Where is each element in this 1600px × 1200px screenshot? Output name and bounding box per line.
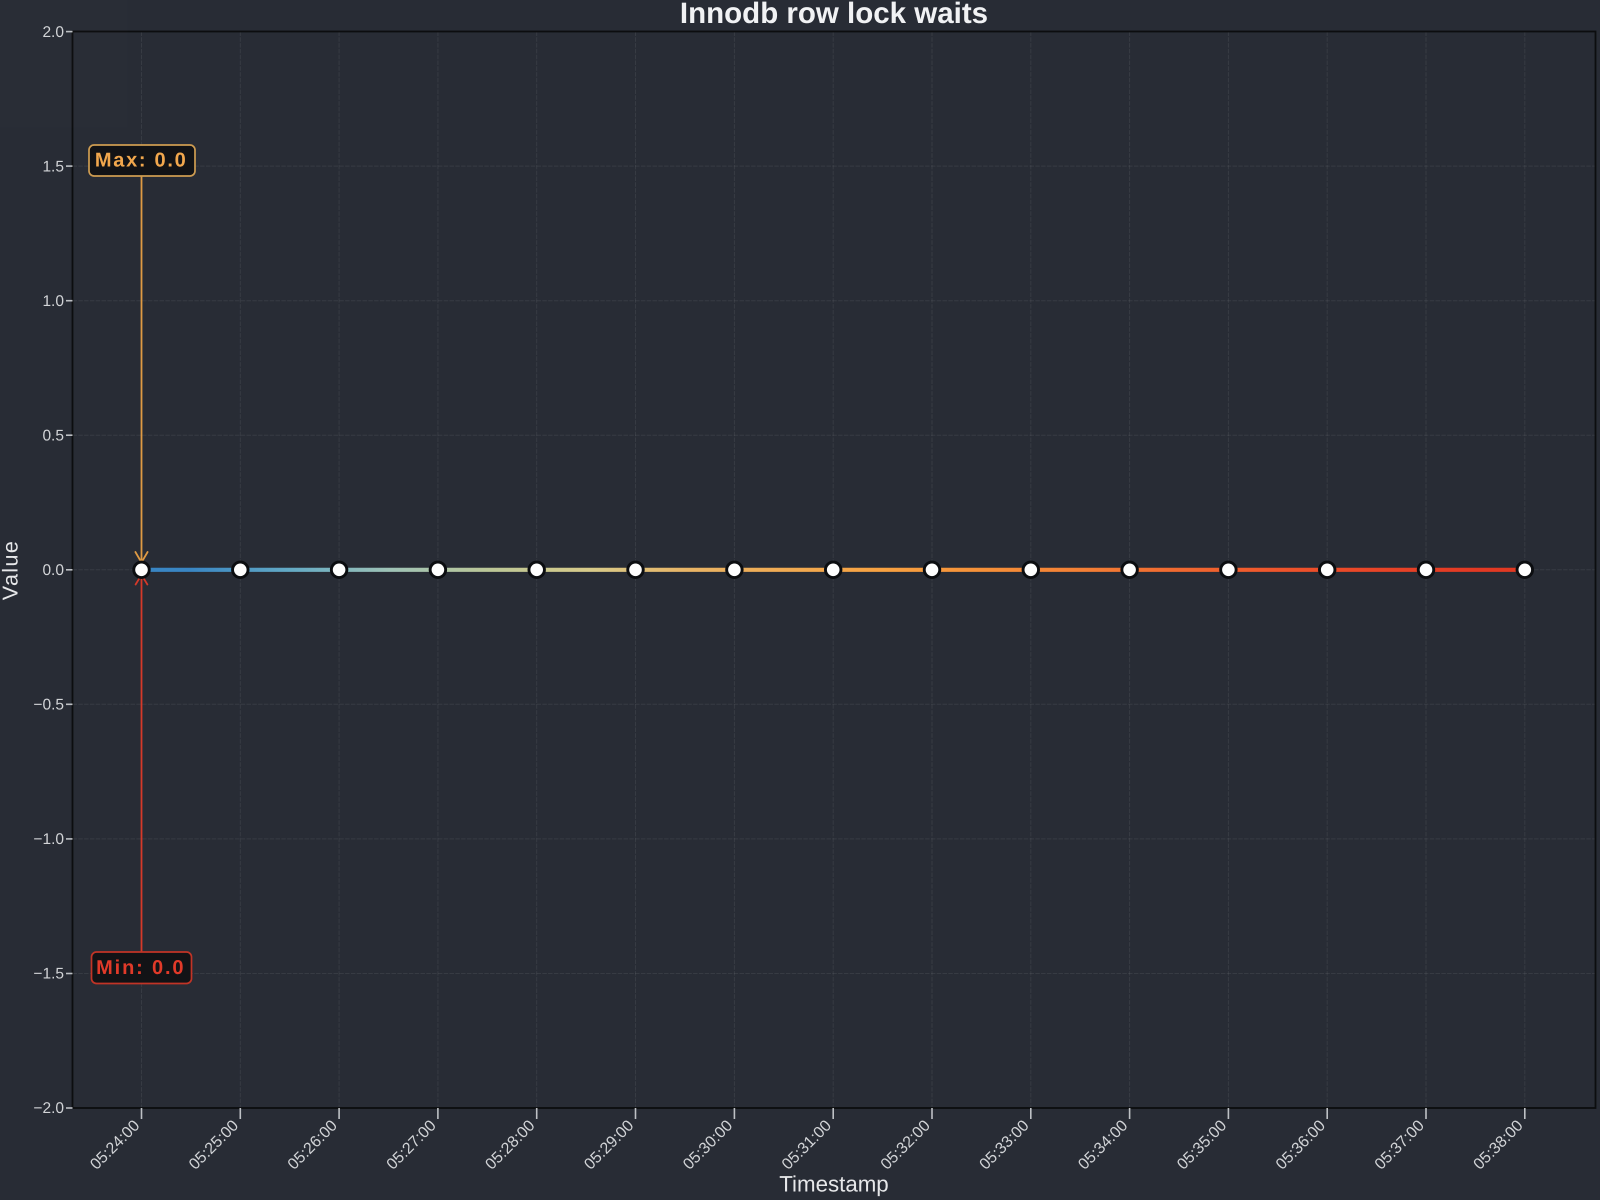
svg-text:−1.5: −1.5: [33, 966, 64, 983]
svg-text:0.0: 0.0: [42, 562, 64, 579]
svg-text:Min: 0.0: Min: 0.0: [96, 957, 185, 979]
svg-text:1.5: 1.5: [42, 158, 64, 175]
svg-text:−0.5: −0.5: [33, 697, 64, 714]
svg-text:−1.0: −1.0: [33, 831, 64, 848]
svg-text:2.0: 2.0: [42, 24, 64, 41]
svg-text:Max: 0.0: Max: 0.0: [95, 150, 188, 172]
svg-text:Value: Value: [0, 540, 23, 600]
svg-text:Innodb row lock waits: Innodb row lock waits: [680, 0, 988, 30]
svg-text:1.0: 1.0: [42, 293, 64, 310]
svg-text:Timestamp: Timestamp: [779, 1172, 888, 1197]
svg-text:0.5: 0.5: [42, 427, 64, 444]
svg-text:−2.0: −2.0: [33, 1100, 64, 1117]
